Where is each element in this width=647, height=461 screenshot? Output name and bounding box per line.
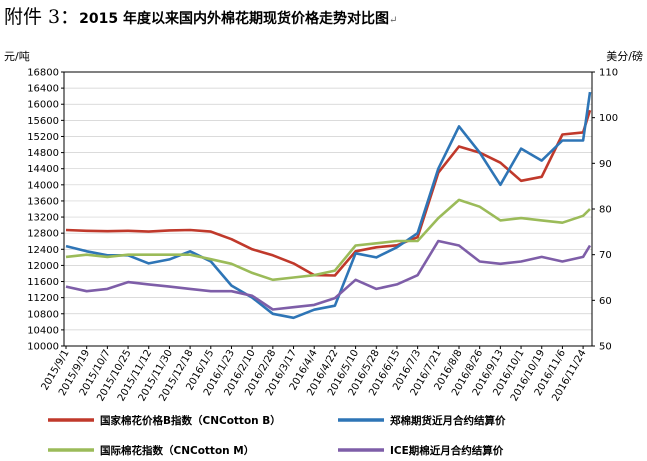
right-axis-unit: 美分/磅 — [606, 49, 643, 63]
legend-label-3: 国际棉花指数（CNCotton M） — [100, 444, 254, 457]
right-tick-label: 110 — [599, 68, 618, 79]
left-tick-label: 13200 — [27, 213, 59, 224]
right-tick-label: 70 — [599, 250, 612, 261]
right-tick-label: 80 — [599, 205, 612, 216]
left-tick-label: 10400 — [27, 325, 59, 336]
left-tick-label: 12000 — [27, 261, 59, 272]
legend-label-4: ICE期棉近月合约结算价 — [390, 444, 504, 457]
right-tick-label: 60 — [599, 296, 612, 307]
left-tick-label: 10000 — [27, 342, 59, 353]
legend-label-1: 国家棉花价格B指数（CNCotton B） — [100, 414, 281, 427]
legend: 国家棉花价格B指数（CNCotton B） 郑棉期货近月合约结算价国际棉花指数（C… — [48, 414, 506, 457]
series-line-1 — [65, 109, 592, 277]
left-axis-ticks: 10000 10400 10800 11200 11600 12000 12400 12800… — [27, 68, 64, 353]
left-axis-unit: 元/吨 — [4, 50, 30, 63]
grid — [64, 71, 592, 347]
left-tick-label: 13600 — [27, 196, 59, 207]
series — [65, 91, 592, 320]
left-tick-label: 16400 — [27, 84, 59, 95]
left-tick-label: 12400 — [27, 245, 59, 256]
left-tick-label: 16000 — [27, 100, 59, 111]
left-tick-label: 15200 — [27, 132, 59, 143]
left-tick-label: 12800 — [27, 229, 59, 240]
legend-label-2: 郑棉期货近月合约结算价 — [390, 414, 506, 427]
return-mark: ↵ — [388, 15, 398, 26]
right-tick-label: 50 — [599, 342, 612, 353]
title-prefix: 附件 3： — [4, 6, 80, 28]
page-title: 附件 3：2015 年度以来国内外棉花期现货价格走势对比图↵ — [4, 2, 397, 28]
series-line-3 — [65, 198, 591, 282]
right-tick-label: 100 — [599, 113, 618, 124]
plot-frame — [63, 71, 593, 347]
left-tick-label: 15600 — [27, 116, 59, 127]
left-tick-label: 11600 — [27, 277, 59, 288]
series-line-4 — [65, 239, 592, 311]
left-tick-label: 14800 — [27, 148, 59, 159]
x-axis-ticks: 2015/9/12015/9/192015/10/72015/10/252015… — [40, 346, 589, 403]
right-tick-label: 90 — [599, 159, 612, 170]
left-tick-label: 10800 — [27, 309, 59, 320]
left-tick-label: 16800 — [27, 68, 59, 79]
title-main: 2015 年度以来国内外棉花期现货价格走势对比图 — [79, 11, 389, 27]
right-axis-ticks: 50 60 70 80 90 100 110 — [592, 68, 618, 353]
left-tick-label: 14400 — [27, 164, 59, 175]
left-tick-label: 14000 — [27, 180, 59, 191]
left-tick-label: 11200 — [27, 293, 59, 304]
series-line-2 — [65, 91, 592, 320]
